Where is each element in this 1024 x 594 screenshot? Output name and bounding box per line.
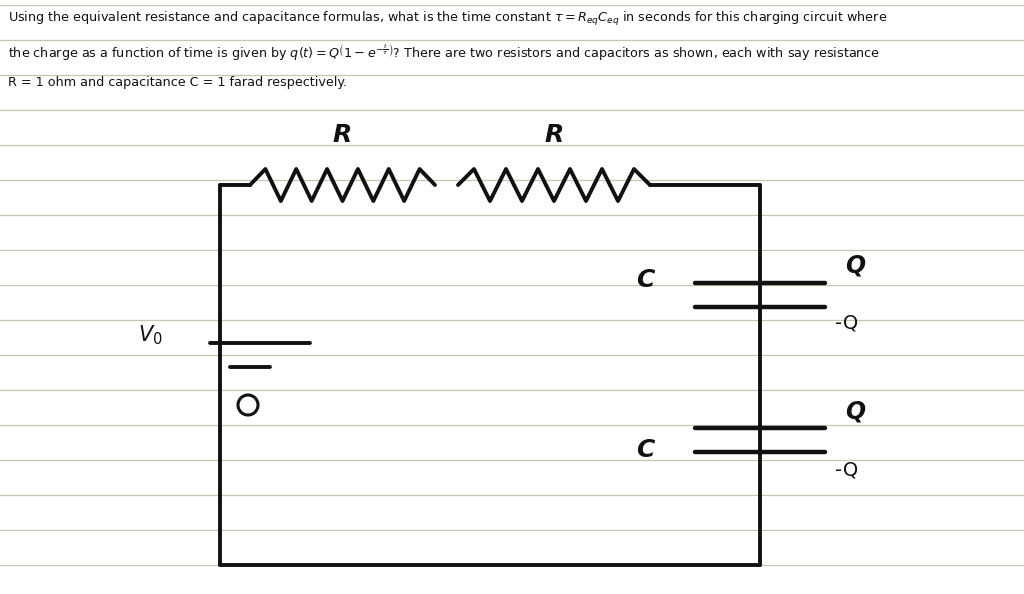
Text: Q: Q xyxy=(845,400,865,424)
Text: Using the equivalent resistance and capacitance formulas, what is the time const: Using the equivalent resistance and capa… xyxy=(8,10,887,28)
Text: $V_0$: $V_0$ xyxy=(137,323,163,347)
Text: C: C xyxy=(636,438,654,462)
Text: R: R xyxy=(333,123,352,147)
Text: R = 1 ohm and capacitance C = 1 farad respectively.: R = 1 ohm and capacitance C = 1 farad re… xyxy=(8,76,347,89)
Text: -Q: -Q xyxy=(835,460,858,479)
Text: the charge as a function of time is given by $q(t) = Q\left(1 - e^{-\frac{t}{\ta: the charge as a function of time is give… xyxy=(8,43,881,63)
Text: Q: Q xyxy=(845,253,865,277)
Text: R: R xyxy=(545,123,563,147)
Text: -Q: -Q xyxy=(835,314,858,333)
Text: C: C xyxy=(636,268,654,292)
